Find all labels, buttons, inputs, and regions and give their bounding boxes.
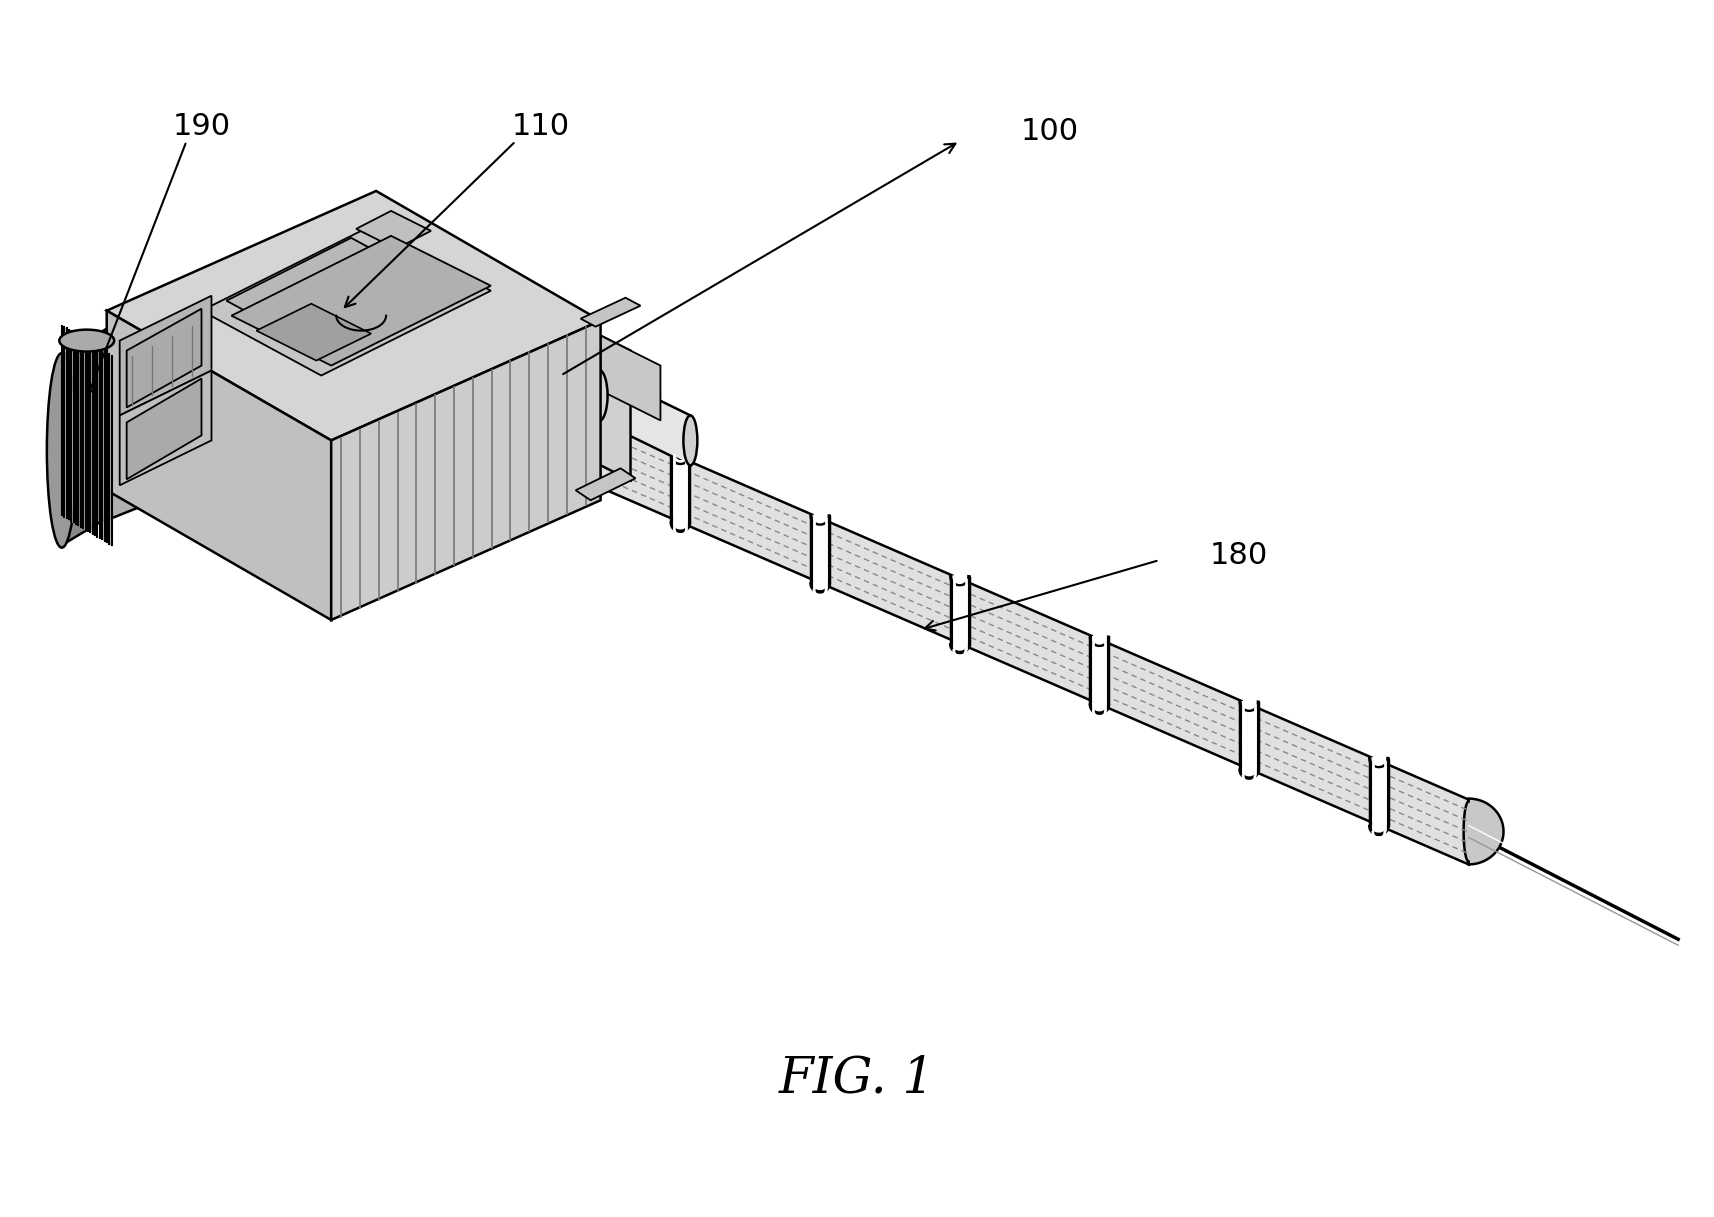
Polygon shape: [953, 574, 965, 652]
Polygon shape: [226, 237, 422, 338]
Text: 100: 100: [1020, 117, 1078, 146]
Polygon shape: [1094, 635, 1106, 713]
Polygon shape: [202, 226, 490, 376]
Ellipse shape: [60, 330, 115, 352]
Polygon shape: [231, 236, 490, 365]
Polygon shape: [257, 304, 372, 360]
Polygon shape: [576, 469, 636, 500]
Polygon shape: [106, 320, 156, 520]
Ellipse shape: [684, 415, 698, 465]
Polygon shape: [1243, 700, 1255, 778]
Text: 180: 180: [1210, 540, 1268, 570]
Polygon shape: [106, 191, 600, 441]
Text: FIG. 1: FIG. 1: [778, 1054, 936, 1104]
Polygon shape: [598, 370, 691, 465]
Ellipse shape: [46, 353, 77, 548]
Polygon shape: [106, 310, 331, 619]
Polygon shape: [62, 326, 111, 545]
Polygon shape: [1464, 798, 1503, 864]
Polygon shape: [127, 378, 202, 479]
Text: 110: 110: [512, 112, 569, 141]
Polygon shape: [600, 336, 660, 420]
Text: 190: 190: [173, 112, 231, 141]
Polygon shape: [581, 298, 641, 326]
Polygon shape: [560, 405, 1469, 864]
Polygon shape: [674, 454, 686, 532]
Polygon shape: [127, 309, 202, 408]
Polygon shape: [120, 370, 211, 486]
Polygon shape: [357, 211, 430, 248]
Polygon shape: [1373, 757, 1385, 835]
Polygon shape: [331, 320, 600, 619]
Polygon shape: [560, 404, 579, 470]
Polygon shape: [814, 514, 826, 591]
Ellipse shape: [590, 370, 607, 421]
Polygon shape: [571, 320, 631, 481]
Polygon shape: [120, 296, 211, 415]
